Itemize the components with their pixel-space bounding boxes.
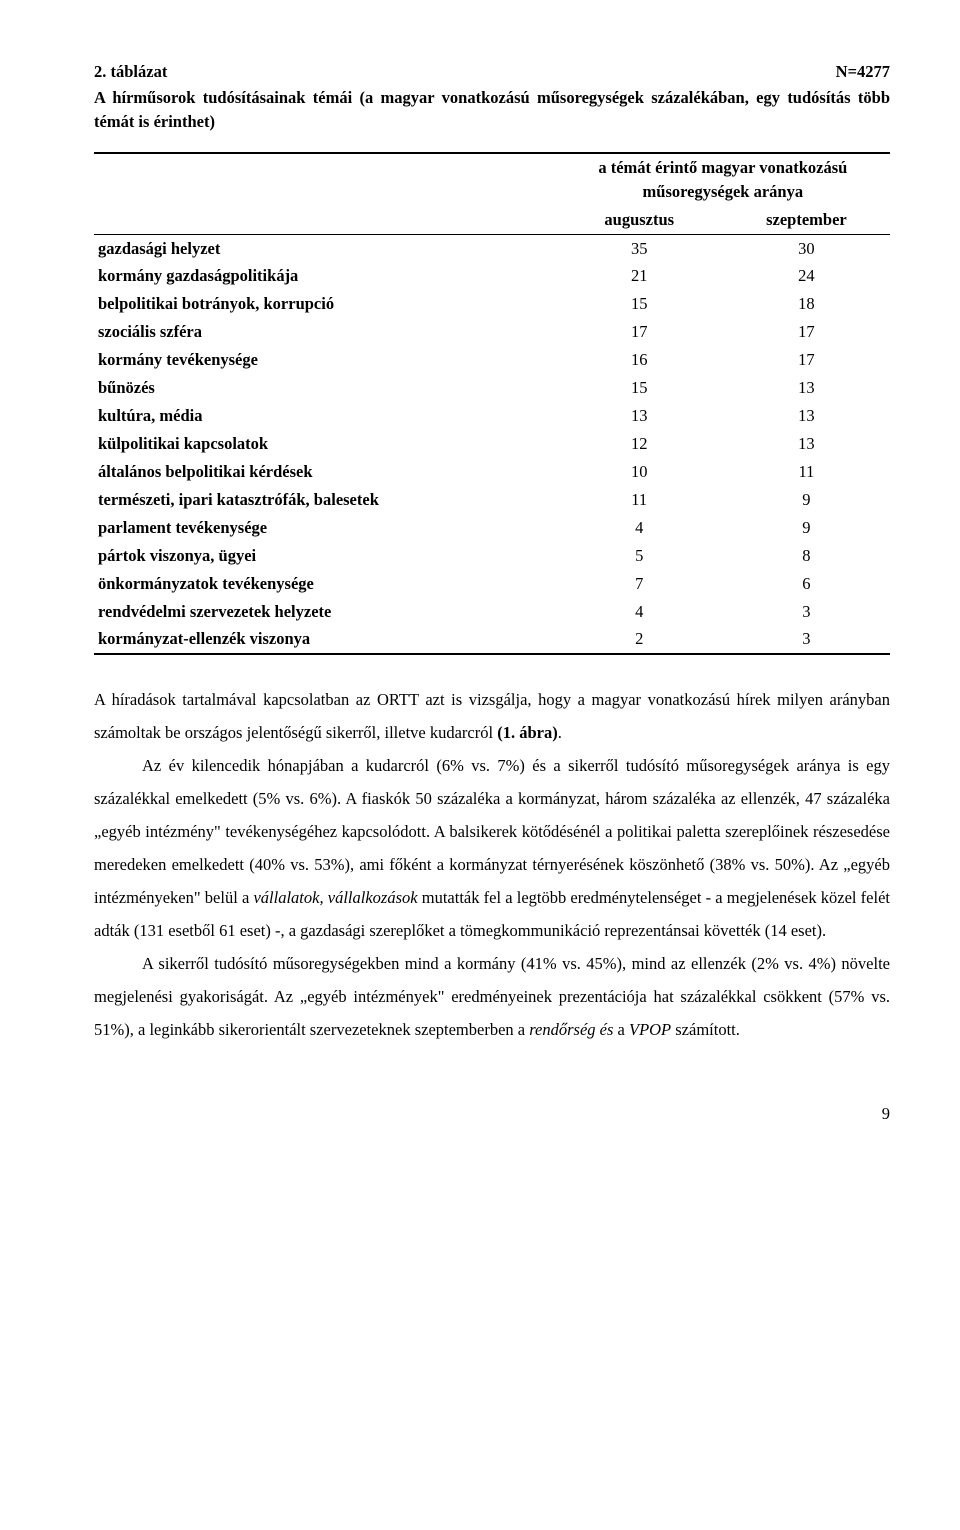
row-sep: 17 [723, 346, 890, 374]
table-header: 2. táblázat N=4277 [94, 60, 890, 84]
row-sep: 13 [723, 402, 890, 430]
row-sep: 9 [723, 514, 890, 542]
table-n: N=4277 [836, 60, 890, 84]
row-aug: 16 [556, 346, 723, 374]
table-row: szociális szféra1717 [94, 318, 890, 346]
row-sep: 8 [723, 542, 890, 570]
p2-text-a: Az év kilencedik hónapjában a kudarcról … [94, 756, 890, 907]
table-row: kormány gazdaságpolitikája2124 [94, 262, 890, 290]
col-sep: szeptember [723, 206, 890, 234]
p3-text-e: számított. [671, 1020, 740, 1039]
p3-italic-d: VPOP [629, 1020, 671, 1039]
row-aug: 10 [556, 458, 723, 486]
table-row: gazdasági helyzet3530 [94, 234, 890, 262]
row-aug: 15 [556, 374, 723, 402]
col-header-span: a témát érintő magyar vonatkozású műsore… [556, 153, 890, 206]
row-aug: 4 [556, 514, 723, 542]
row-sep: 13 [723, 374, 890, 402]
row-aug: 2 [556, 625, 723, 654]
row-aug: 15 [556, 290, 723, 318]
table-row: külpolitikai kapcsolatok1213 [94, 430, 890, 458]
row-label: kormány tevékenysége [94, 346, 556, 374]
table-row: rendvédelmi szervezetek helyzete43 [94, 598, 890, 626]
table-row: önkormányzatok tevékenysége76 [94, 570, 890, 598]
row-label: kormány gazdaságpolitikája [94, 262, 556, 290]
row-sep: 30 [723, 234, 890, 262]
row-label: kultúra, média [94, 402, 556, 430]
row-sep: 18 [723, 290, 890, 318]
row-label: parlament tevékenysége [94, 514, 556, 542]
paragraph-3: A sikerről tudósító műsoregységekben min… [94, 947, 890, 1046]
row-label: gazdasági helyzet [94, 234, 556, 262]
table-row: belpolitikai botrányok, korrupció1518 [94, 290, 890, 318]
row-sep: 3 [723, 598, 890, 626]
row-label: kormányzat-ellenzék viszonya [94, 625, 556, 654]
row-label: önkormányzatok tevékenysége [94, 570, 556, 598]
row-label: szociális szféra [94, 318, 556, 346]
row-aug: 17 [556, 318, 723, 346]
row-aug: 13 [556, 402, 723, 430]
row-label: rendvédelmi szervezetek helyzete [94, 598, 556, 626]
table-row: kormányzat-ellenzék viszonya23 [94, 625, 890, 654]
p1-text: A híradások tartalmával kapcsolatban az … [94, 690, 890, 742]
row-aug: 21 [556, 262, 723, 290]
row-sep: 9 [723, 486, 890, 514]
row-label: általános belpolitikai kérdések [94, 458, 556, 486]
p1-end: . [558, 723, 562, 742]
row-aug: 4 [556, 598, 723, 626]
table-row: pártok viszonya, ügyei58 [94, 542, 890, 570]
paragraph-2: Az év kilencedik hónapjában a kudarcról … [94, 749, 890, 947]
row-label: bűnözés [94, 374, 556, 402]
row-label: belpolitikai botrányok, korrupció [94, 290, 556, 318]
paragraph-1: A híradások tartalmával kapcsolatban az … [94, 683, 890, 749]
row-label: természeti, ipari katasztrófák, balesete… [94, 486, 556, 514]
row-sep: 6 [723, 570, 890, 598]
row-aug: 7 [556, 570, 723, 598]
row-sep: 24 [723, 262, 890, 290]
table-row: kormány tevékenysége1617 [94, 346, 890, 374]
p2-italic: vállalatok, vállalkozások [253, 888, 417, 907]
table-subtitle: A hírműsorok tudósításainak témái (a mag… [94, 86, 890, 134]
p3-text-c: a [613, 1020, 629, 1039]
p3-text-a: A sikerről tudósító műsoregységekben min… [94, 954, 890, 1039]
row-sep: 17 [723, 318, 890, 346]
p1-figref: (1. ábra) [497, 723, 558, 742]
row-aug: 5 [556, 542, 723, 570]
row-sep: 3 [723, 625, 890, 654]
row-sep: 13 [723, 430, 890, 458]
col-aug: augusztus [556, 206, 723, 234]
row-aug: 35 [556, 234, 723, 262]
p3-italic-b: rendőrség és [529, 1020, 613, 1039]
table-row: természeti, ipari katasztrófák, balesete… [94, 486, 890, 514]
row-aug: 12 [556, 430, 723, 458]
table-row: parlament tevékenysége49 [94, 514, 890, 542]
table-row: kultúra, média1313 [94, 402, 890, 430]
row-label: külpolitikai kapcsolatok [94, 430, 556, 458]
table-row: bűnözés1513 [94, 374, 890, 402]
row-aug: 11 [556, 486, 723, 514]
row-sep: 11 [723, 458, 890, 486]
table-row: általános belpolitikai kérdések1011 [94, 458, 890, 486]
table-number: 2. táblázat [94, 60, 167, 84]
data-table: a témát érintő magyar vonatkozású műsore… [94, 152, 890, 656]
row-label: pártok viszonya, ügyei [94, 542, 556, 570]
page-number: 9 [94, 1102, 890, 1126]
